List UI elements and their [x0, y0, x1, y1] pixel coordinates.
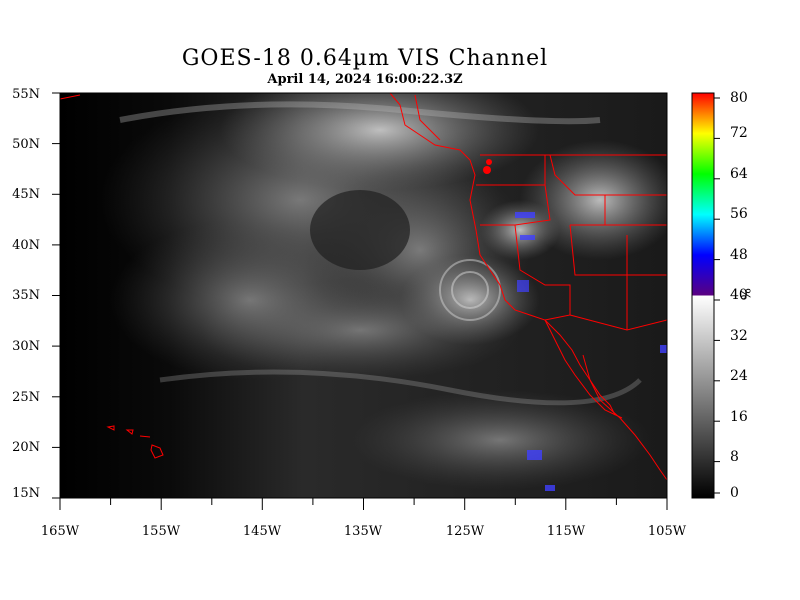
lon-label: 165W — [40, 524, 80, 539]
colorbar-label: 72 — [730, 125, 748, 141]
colorbar-unit: % — [737, 288, 752, 301]
lon-label: 125W — [445, 524, 485, 539]
lon-label: 105W — [647, 524, 687, 539]
lat-label: 30N — [12, 339, 40, 354]
lon-label: 155W — [141, 524, 181, 539]
axis-ticks — [52, 92, 668, 510]
satellite-imagery — [60, 93, 667, 498]
figure-subtitle: April 14, 2024 16:00:22.3Z — [267, 72, 463, 87]
colorbar-label: 80 — [730, 90, 748, 106]
lat-label: 45N — [12, 187, 40, 202]
high-reflectance-markers — [483, 159, 667, 491]
colorbar — [691, 92, 715, 499]
colorbar-label: 16 — [730, 409, 748, 425]
lat-label: 35N — [12, 288, 40, 303]
lat-label: 25N — [12, 390, 40, 405]
colorbar-label: 48 — [730, 247, 748, 263]
colorbar-label: 56 — [730, 206, 748, 222]
lat-label: 15N — [12, 486, 40, 501]
colorbar-label: 40 — [730, 287, 748, 303]
lat-label: 50N — [12, 137, 40, 152]
colorbar-label: 24 — [730, 368, 748, 384]
colorbar-ticks — [714, 97, 720, 494]
lat-label: 55N — [12, 87, 40, 102]
colorbar-label: 64 — [730, 166, 748, 182]
lat-label: 20N — [12, 440, 40, 455]
colorbar-label: 8 — [730, 449, 739, 465]
figure-title: GOES-18 0.64µm VIS Channel — [181, 46, 549, 71]
colorbar-label: 0 — [730, 485, 739, 501]
lat-label: 40N — [12, 238, 40, 253]
lon-label: 145W — [242, 524, 282, 539]
coastlines-and-borders — [60, 93, 667, 481]
colorbar-label: 32 — [730, 328, 748, 344]
lon-label: 135W — [343, 524, 383, 539]
hawaii-islands — [106, 425, 164, 459]
lon-label: 115W — [546, 524, 586, 539]
